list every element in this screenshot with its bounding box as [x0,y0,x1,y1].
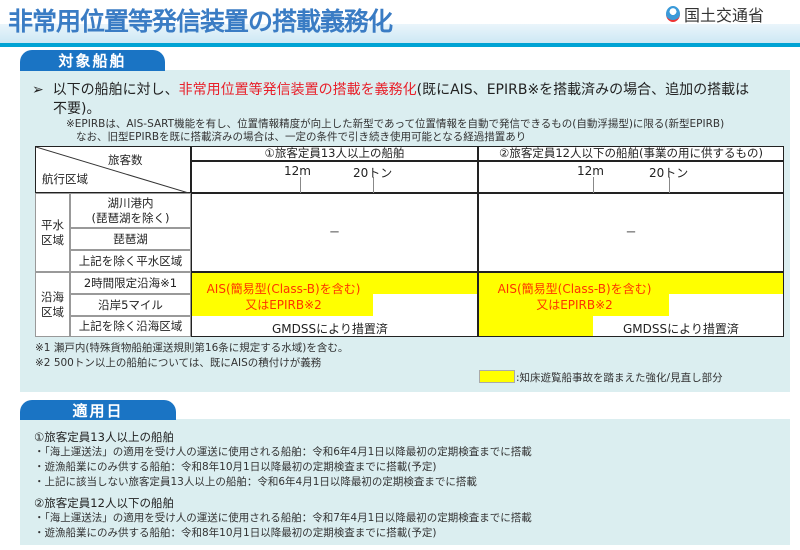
group-coastal: 沿海 区域 [35,272,70,337]
footnote-2: ※2 500トン以上の船舶については、既にAISの積付けが義務 [35,357,322,369]
col2-header: ②旅客定員12人以下の船舶(事業の用に供するもの) [478,146,784,161]
row-2h-coastal: 2時間限定沿海※1 [70,272,191,294]
effective-date-list: ①旅客定員13人以上の船舶 ・「海上運送法」の適用を受け人の運送に使用される船舶… [34,430,532,541]
legend-label: :知床遊覧船事故を踏まえた強化/見直し部分 [516,372,723,384]
list-item: ・遊漁船業にのみ供する船舶：令和8年10月1日以降最初の定期検査までに搭載(予定… [34,461,437,473]
tick-12m: 12m [577,164,604,178]
highlight-area [192,273,477,294]
epirb-note: ※EPIRBは、AIS-SART機能を有し、位置情報精度が向上した新型であって位… [66,118,725,130]
col2-gmdss: GMDSSにより措置済 [623,322,739,336]
col2-size-scale [478,161,784,193]
list-item: ・「海上運送法」の適用を受け人の運送に使用される船舶：令和7年4月1日以降最初の… [34,512,532,524]
row-coastal-5mile: 沿岸5マイル [70,294,191,316]
tick-20t: 20トン [649,166,689,180]
header-divider [0,43,800,47]
org-name: 国土交通省 [684,6,765,25]
corner-area: 航行区域 [42,172,88,186]
lead-highlight: 非常用位置等発信装置の搭載を義務化 [178,82,417,98]
list-item: ・「海上運送法」の適用を受け人の運送に使用される船舶：令和6年4月1日以降最初の… [34,446,532,458]
corner-diagonal [36,147,192,194]
highlight-area [479,294,669,316]
row-other-smooth: 上記を除く平水区域 [70,250,191,272]
effective-date-panel [20,419,790,545]
epirb-transition-note: なお、旧型EPIRBを既に搭載済みの場合は、一定の条件で引き続き使用可能となる経… [76,131,527,143]
header-band [0,24,800,43]
col1-ais-requirement: AIS(簡易型(Class-B)を含む) 又はEPIRB※2 [206,282,361,312]
lead-prefix: 以下の船舶に対し、 [52,82,179,98]
mlit-logo: 国土交通省 [666,2,764,26]
effective-date-tab: 適用日 [20,400,176,420]
row-lake-biwa: 琵琶湖 [70,228,191,250]
lead-text: ➢ 以下の船舶に対し、非常用位置等発信装置の搭載を義務化(既にAIS、EPIRB… [32,79,749,99]
highlight-area [479,316,593,336]
lead-suffix: (既にAIS、EPIRB※を搭載済みの場合、追加の搭載は [416,82,750,98]
highlight-area [192,294,373,316]
group-12-minus: ②旅客定員12人以下の船舶 [34,496,174,510]
list-item: ・上記に該当しない旅客定員13人以上の船舶：令和6年4月1日以降最初の定期検査ま… [34,476,477,488]
legend-swatch [479,370,515,383]
row-other-coastal: 上記を除く沿海区域 [70,316,191,337]
table-corner: 旅客数 航行区域 [35,146,192,194]
page-title: 非常用位置等発信装置の搭載義務化 [8,7,393,36]
target-vessels-tab: 対象船舶 [20,50,165,71]
col1-smooth-dash: － [191,193,478,272]
col1-header: ①旅客定員13人以上の船舶 [191,146,478,161]
footnote-1: ※1 瀬戸内(特殊貨物船舶運送規則第16条に規定する水域)を含む。 [35,342,349,354]
col2-ais-requirement: AIS(簡易型(Class-B)を含む) 又はEPIRB※2 [497,282,652,312]
tick-20t: 20トン [353,166,393,180]
col1-gmdss: GMDSSにより措置済 [272,322,388,336]
col2-smooth-dash: － [478,193,784,272]
group-13-plus: ①旅客定員13人以上の船舶 [34,430,174,444]
col1-size-scale [191,161,478,193]
row-lakes-rivers: 湖川港内 (琵琶湖を除く) [70,193,191,228]
list-item: ・遊漁船業にのみ供する船舶：令和8年10月1日以降最初の定期検査までに搭載(予定… [34,527,437,539]
tick-12m: 12m [284,164,311,178]
arrow-icon: ➢ [32,82,53,98]
group-smooth-water: 平水 区域 [35,193,70,272]
mlit-logo-icon [666,6,680,22]
corner-passengers: 旅客数 [108,153,143,167]
lead-line2: 不要)。 [53,101,101,117]
highlight-area [479,273,783,294]
